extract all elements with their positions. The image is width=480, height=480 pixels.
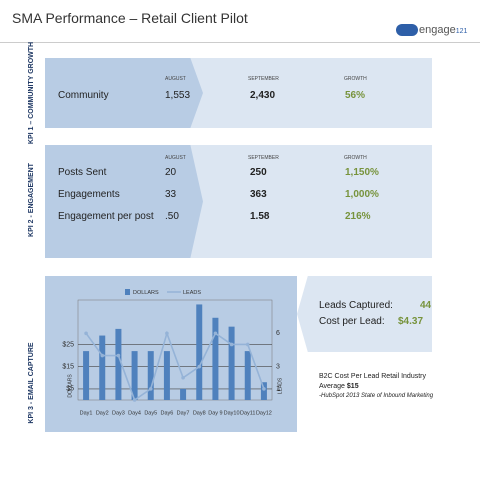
kpi-label: KPI 2 - ENGAGEMENT [28,163,35,237]
note-value: $15 [346,383,359,390]
line-marker [181,375,185,380]
x-tick-label: Day1 [80,410,93,416]
y-tick-label: $25 [62,341,74,348]
x-tick-label: Day2 [96,410,109,416]
cell: 250 [250,167,267,178]
x-tick-label: Day5 [144,410,157,416]
x-tick-label: Day7 [177,410,190,416]
x-tick-label: Day4 [128,410,141,416]
logo-number: 121 [455,28,468,35]
line-marker [116,353,121,358]
note-line: Average $15 [319,382,434,392]
logo-word: engage [419,24,456,36]
summary-value: $4.37 [398,316,424,327]
kpi-label: KPI 1 – COMMUNITY GROWTH [28,41,35,145]
line-marker [148,387,153,391]
line-marker [84,331,88,336]
bar [260,382,267,400]
cell: 216% [345,211,371,222]
cell: 2,430 [250,90,276,101]
cell: .50 [165,211,179,222]
cell: 1,150% [345,167,379,178]
x-tick-label: Day11 [240,410,256,416]
legend-label: DOLLARS [133,290,159,296]
line-marker [165,331,169,336]
note: B2C Cost Per Lead Retail Industry Averag… [319,372,434,400]
logo-mark [396,24,418,36]
col-head: GROWTH [344,76,367,82]
summary-label: Leads Captured: [319,300,393,311]
bar [115,328,122,400]
bar [180,388,187,400]
summary-label: Cost per Lead: [319,316,385,327]
y2-tick-label: 6 [276,330,280,337]
cell: 1,000% [345,189,379,200]
x-tick-label: Day12 [256,410,272,416]
cell: 1.58 [250,211,270,222]
x-tick-label: Day6 [160,410,173,416]
plot-area [77,299,273,401]
note-text: B2C Cost Per Lead Retail Industry [319,373,426,380]
bar [83,351,90,400]
x-tick-label: Day 9 [208,410,222,416]
y-axis-label: DOLLARS [67,374,73,398]
summary-value: 44 [420,300,432,311]
cell: 363 [250,189,267,200]
x-tick-label: Day8 [193,410,206,416]
x-tick-label: Day3 [112,410,125,416]
line-marker [213,331,218,336]
note-source: -HubSpot 2013 State of Inbound Marketing [319,393,434,399]
cell: 33 [165,189,177,200]
chart-panel: $5 $15 $25 1 3 6 DOLLARS LEADS Day1 Day2 Day3 Day4 D… [45,276,297,432]
y2-tick-label: 3 [276,364,280,371]
x-tick-label: Day10 [224,410,240,416]
kpi2-panel: AUGUST SEPTEMBER GROWTH Posts Sent 20 250 1… [45,145,432,258]
bar [131,351,138,400]
bar [212,317,219,400]
cell: 1,553 [165,90,191,101]
bar [99,335,106,400]
row-label: Engagements [58,189,120,200]
summary-panel [297,276,432,352]
y-tick-label: $15 [62,364,74,371]
legend-label: LEADS [183,290,201,296]
line-marker [100,353,105,358]
y2-tick-label: 1 [276,386,280,393]
y2-axis-label: LEADS [277,377,283,394]
panel-dark [45,145,203,258]
bar [228,326,235,400]
col-head: SEPTEMBER [248,76,279,82]
col-head: GROWTH [344,155,367,161]
bar [244,351,251,400]
col-head: AUGUST [165,155,186,161]
col-head: SEPTEMBER [248,155,279,161]
kpi1-panel: AUGUST SEPTEMBER GROWTH Community 1,553 … [45,58,432,128]
cell: 20 [165,167,177,178]
kpi-label: KPI 3 - EMAIL CAPTURE [28,342,35,424]
legend-swatch [125,289,130,295]
cell: 56% [345,90,366,101]
row-label: Engagement per post [58,211,154,222]
bar [196,304,203,400]
bar [147,351,154,400]
bar [163,351,170,400]
title: SMA Performance – Retail Client Pilot [12,10,248,26]
note-text: Average [319,383,345,390]
col-head: AUGUST [165,76,186,82]
row-label: Community [58,90,109,101]
rule [0,42,480,43]
line-marker [197,364,202,369]
line-marker [229,342,234,347]
row-label: Posts Sent [58,167,107,178]
line-marker [262,387,266,391]
logo: engage121 [419,24,467,36]
panel-dark [45,58,203,128]
line-marker [132,398,137,402]
line-marker [245,342,250,347]
y-tick-label: $5 [66,386,74,393]
line [85,330,265,402]
